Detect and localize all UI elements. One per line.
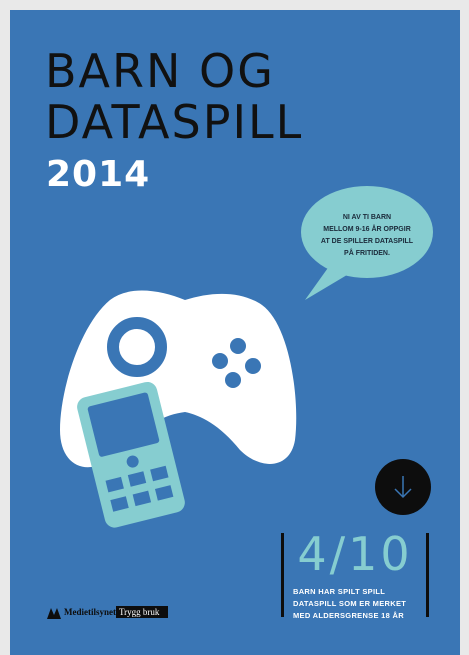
publisher-name: Medietilsynet [64, 607, 116, 617]
title-line: DATASPILL [45, 95, 303, 149]
title-line: BARN OG [45, 44, 275, 98]
bubble-text: NI AV TI BARN [343, 214, 391, 221]
bubble-text: AT DE SPILLER DATASPILL [321, 238, 414, 245]
bubble-text: PÅ FRITIDEN. [344, 248, 390, 257]
brand-name: Trygg bruk [119, 607, 160, 617]
page: {"title": {"lines": ["BARN OG", "DATASPI… [0, 0, 469, 655]
stat-text: BARN HAR SPILT SPILL [293, 587, 385, 596]
cover: BARN OG DATASPILL 2014 NI AV TI BARN MEL… [0, 0, 469, 655]
title-year: 2014 [46, 154, 150, 195]
stat-value: 4/10 [297, 527, 412, 581]
down-arrow-button[interactable] [375, 459, 431, 515]
bubble-text: MELLOM 9-16 ÅR OPPGIR [323, 224, 411, 233]
stat-text: MED ALDERSGRENSE 18 ÅR [293, 611, 404, 620]
stat-text: DATASPILL SOM ER MERKET [293, 599, 406, 608]
